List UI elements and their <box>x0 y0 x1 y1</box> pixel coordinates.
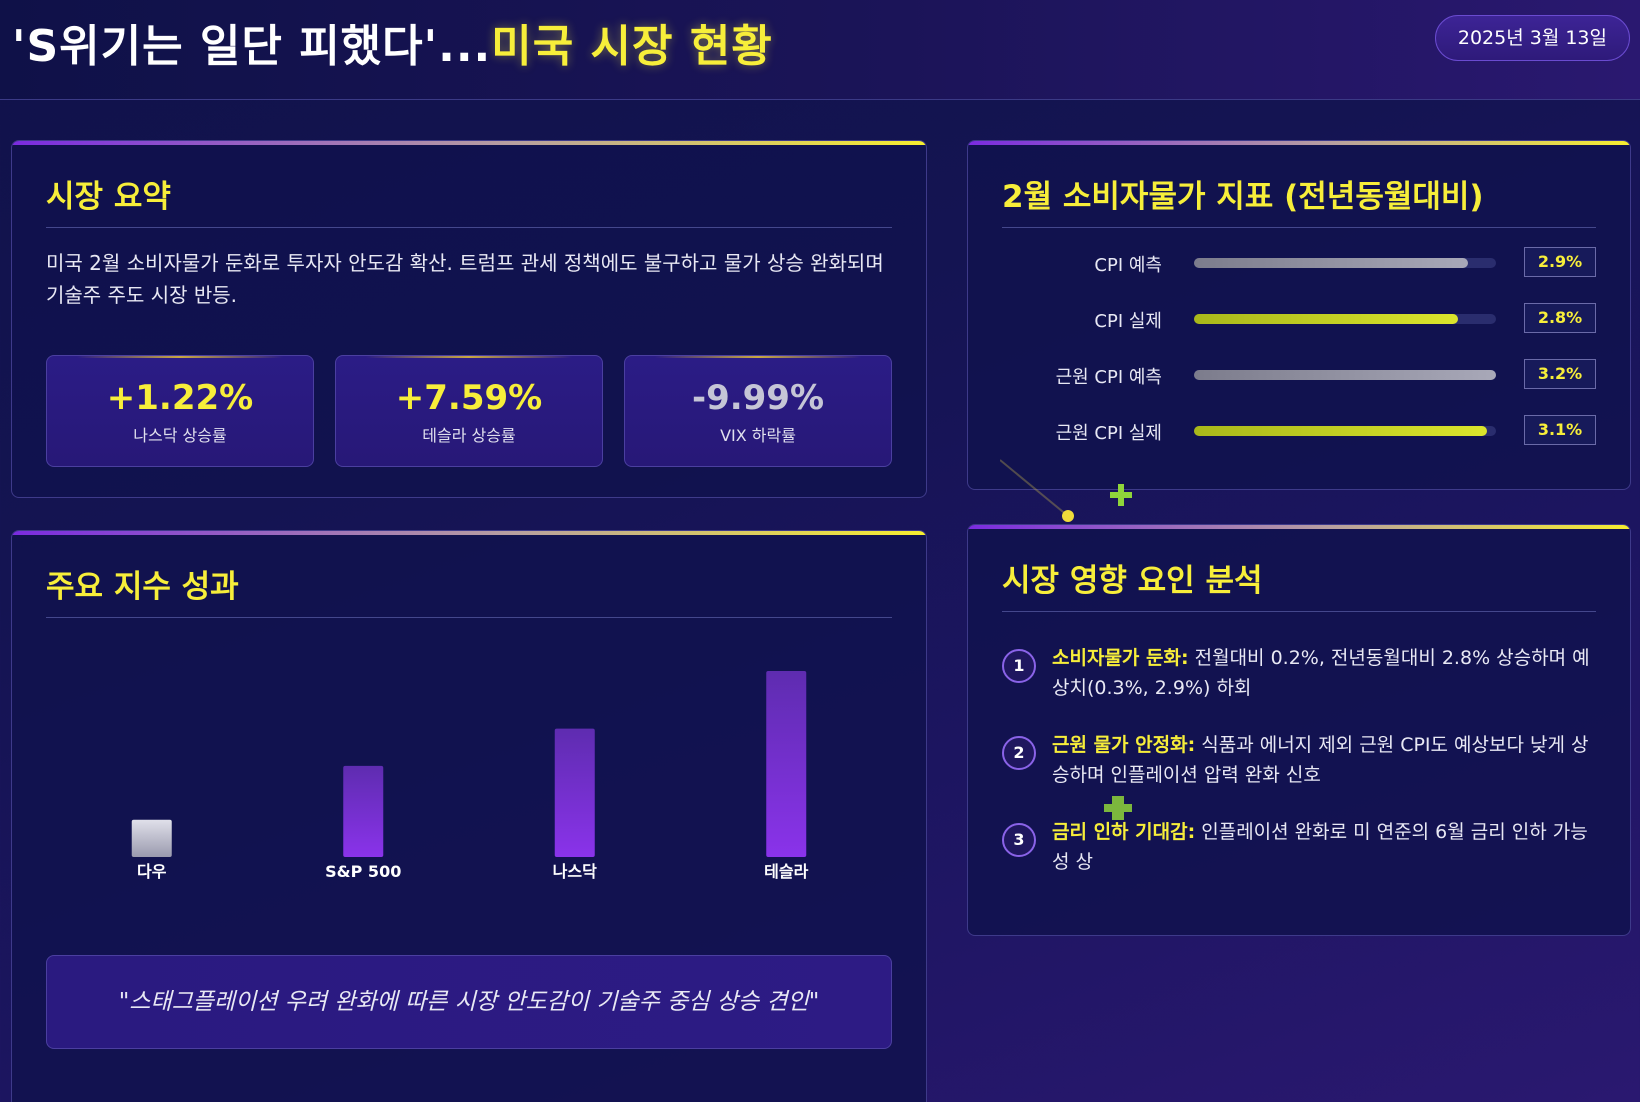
stat-label: 나스닥 상승률 <box>133 426 227 445</box>
bar-4 <box>766 671 807 857</box>
cpi-bar <box>1194 314 1458 324</box>
factor-text: 소비자물가 둔화: 전월대비 0.2%, 전년동월대비 2.8% 상승하며 예상… <box>1052 643 1592 703</box>
move-cursor-icon <box>1110 484 1132 506</box>
glow-dot-icon <box>1062 510 1074 522</box>
x-tick-label: S&P 500 <box>325 862 401 881</box>
stat-value: -9.99% <box>691 378 825 418</box>
cpi-bar <box>1194 426 1487 436</box>
indices-bar-chart: 다우 S&P 500 나스닥 테슬라 <box>56 671 882 882</box>
factor-desc: 식품과 에너지 제외 근원 CPI도 예상보다 낮게 상승하며 인플레이션 압력… <box>1052 734 1589 786</box>
cpi-bar <box>1194 370 1496 380</box>
decorative-comet <box>1000 459 1132 522</box>
factor-text: 금리 인하 기대감: 인플레이션 완화로 미 연준의 6월 금리 인하 가능성 … <box>1052 817 1592 877</box>
market-summary-text: 미국 2월 소비자물가 둔화로 투자자 안도감 확산. 트럼프 관세 정책에도 … <box>46 251 884 307</box>
cpi-bar-track <box>1194 258 1496 268</box>
cpi-row: 근원 CPI 실제 3.1% <box>968 415 1630 445</box>
date-badge: 2025년 3월 13일 <box>1434 15 1630 61</box>
cpi-row: 근원 CPI 예측 3.2% <box>968 359 1630 389</box>
divider <box>1002 227 1596 228</box>
header: 'S위기는 일단 피했다'...미국 시장 현황 2025년 3월 13일 <box>0 0 1640 100</box>
cpi-title: 2월 소비자물가 지표 (전년동월대비) <box>1002 179 1484 215</box>
page-title: 'S위기는 일단 피했다'...미국 시장 현황 <box>12 10 773 74</box>
factors-card: 시장 영향 요인 분석 1 소비자물가 둔화: 전월대비 0.2%, 전년동월대… <box>967 524 1631 936</box>
cpi-tick-label: 근원 CPI 예측 <box>1055 367 1162 388</box>
factor-title: 근원 물가 안정화: <box>1052 734 1196 756</box>
divider <box>1002 611 1596 612</box>
stat-box-nasdaq: +1.22% 나스닥 상승률 <box>46 355 314 467</box>
factor-number: 3 <box>1002 823 1036 857</box>
x-tick-label: 다우 <box>137 862 167 881</box>
stat-box-vix: -9.99% VIX 하락률 <box>624 355 892 467</box>
stat-label: 테슬라 상승률 <box>422 426 516 445</box>
stat-label: VIX 하락률 <box>720 426 796 445</box>
indices-card: 주요 지수 성과 다우 S&P 500 나스닥 테슬라 "스태그플레이션 우려 완화에… <box>11 530 927 1102</box>
cpi-tick-label: CPI 예측 <box>1094 255 1162 276</box>
factor-number: 1 <box>1002 649 1036 683</box>
cpi-row: CPI 예측 2.9% <box>968 247 1630 277</box>
cpi-tick-label: CPI 실제 <box>1094 311 1162 332</box>
move-cursor-icon <box>1104 796 1132 820</box>
cpi-row: CPI 실제 2.8% <box>968 303 1630 333</box>
factor-desc: 인플레이션 완화로 미 연준의 6월 금리 인하 가능성 상 <box>1052 821 1588 873</box>
market-summary-card: 시장 요약 미국 2월 소비자물가 둔화로 투자자 안도감 확산. 트럼프 관세… <box>11 140 927 498</box>
factor-title: 소비자물가 둔화: <box>1052 647 1189 669</box>
factor-title: 금리 인하 기대감: <box>1052 821 1196 843</box>
bar-3 <box>554 728 595 857</box>
market-summary-title: 시장 요약 <box>46 179 171 215</box>
cpi-data-label: 2.9% <box>1524 247 1596 277</box>
x-tick-label: 테슬라 <box>764 862 808 881</box>
cpi-bar <box>1194 258 1468 268</box>
cpi-tick-label: 근원 CPI 실제 <box>1055 423 1162 444</box>
stat-value: +1.22% <box>106 378 254 418</box>
cpi-data-label: 3.1% <box>1524 415 1596 445</box>
divider <box>46 617 892 618</box>
cpi-data-label: 3.2% <box>1524 359 1596 389</box>
title-highlight: 미국 시장 현황 <box>491 21 773 72</box>
stat-box-tesla: +7.59% 테슬라 상승률 <box>335 355 603 467</box>
x-tick-label: 나스닥 <box>553 862 597 881</box>
factor-number: 2 <box>1002 736 1036 770</box>
title-main: 'S위기는 일단 피했다'... <box>12 21 492 72</box>
quote-box: "스태그플레이션 우려 완화에 따른 시장 안도감이 기술주 중심 상승 견인" <box>46 955 892 1049</box>
cpi-bar-track <box>1194 426 1496 436</box>
cpi-card: 2월 소비자물가 지표 (전년동월대비) CPI 예측 2.9% CPI 실제 2.8… <box>967 140 1631 490</box>
stat-value: +7.59% <box>395 378 543 418</box>
cpi-data-label: 2.8% <box>1524 303 1596 333</box>
cpi-bar-track <box>1194 314 1496 324</box>
divider <box>46 227 892 228</box>
bar-1 <box>131 819 172 857</box>
cpi-bar-track <box>1194 370 1496 380</box>
factors-title: 시장 영향 요인 분석 <box>1002 563 1263 599</box>
indices-title: 주요 지수 성과 <box>46 569 239 605</box>
factor-desc: 전월대비 0.2%, 전년동월대비 2.8% 상승하며 예상치(0.3%, 2.… <box>1052 647 1590 699</box>
factor-text: 근원 물가 안정화: 식품과 에너지 제외 근원 CPI도 예상보다 낮게 상승… <box>1052 730 1592 790</box>
bar-2 <box>343 765 384 857</box>
